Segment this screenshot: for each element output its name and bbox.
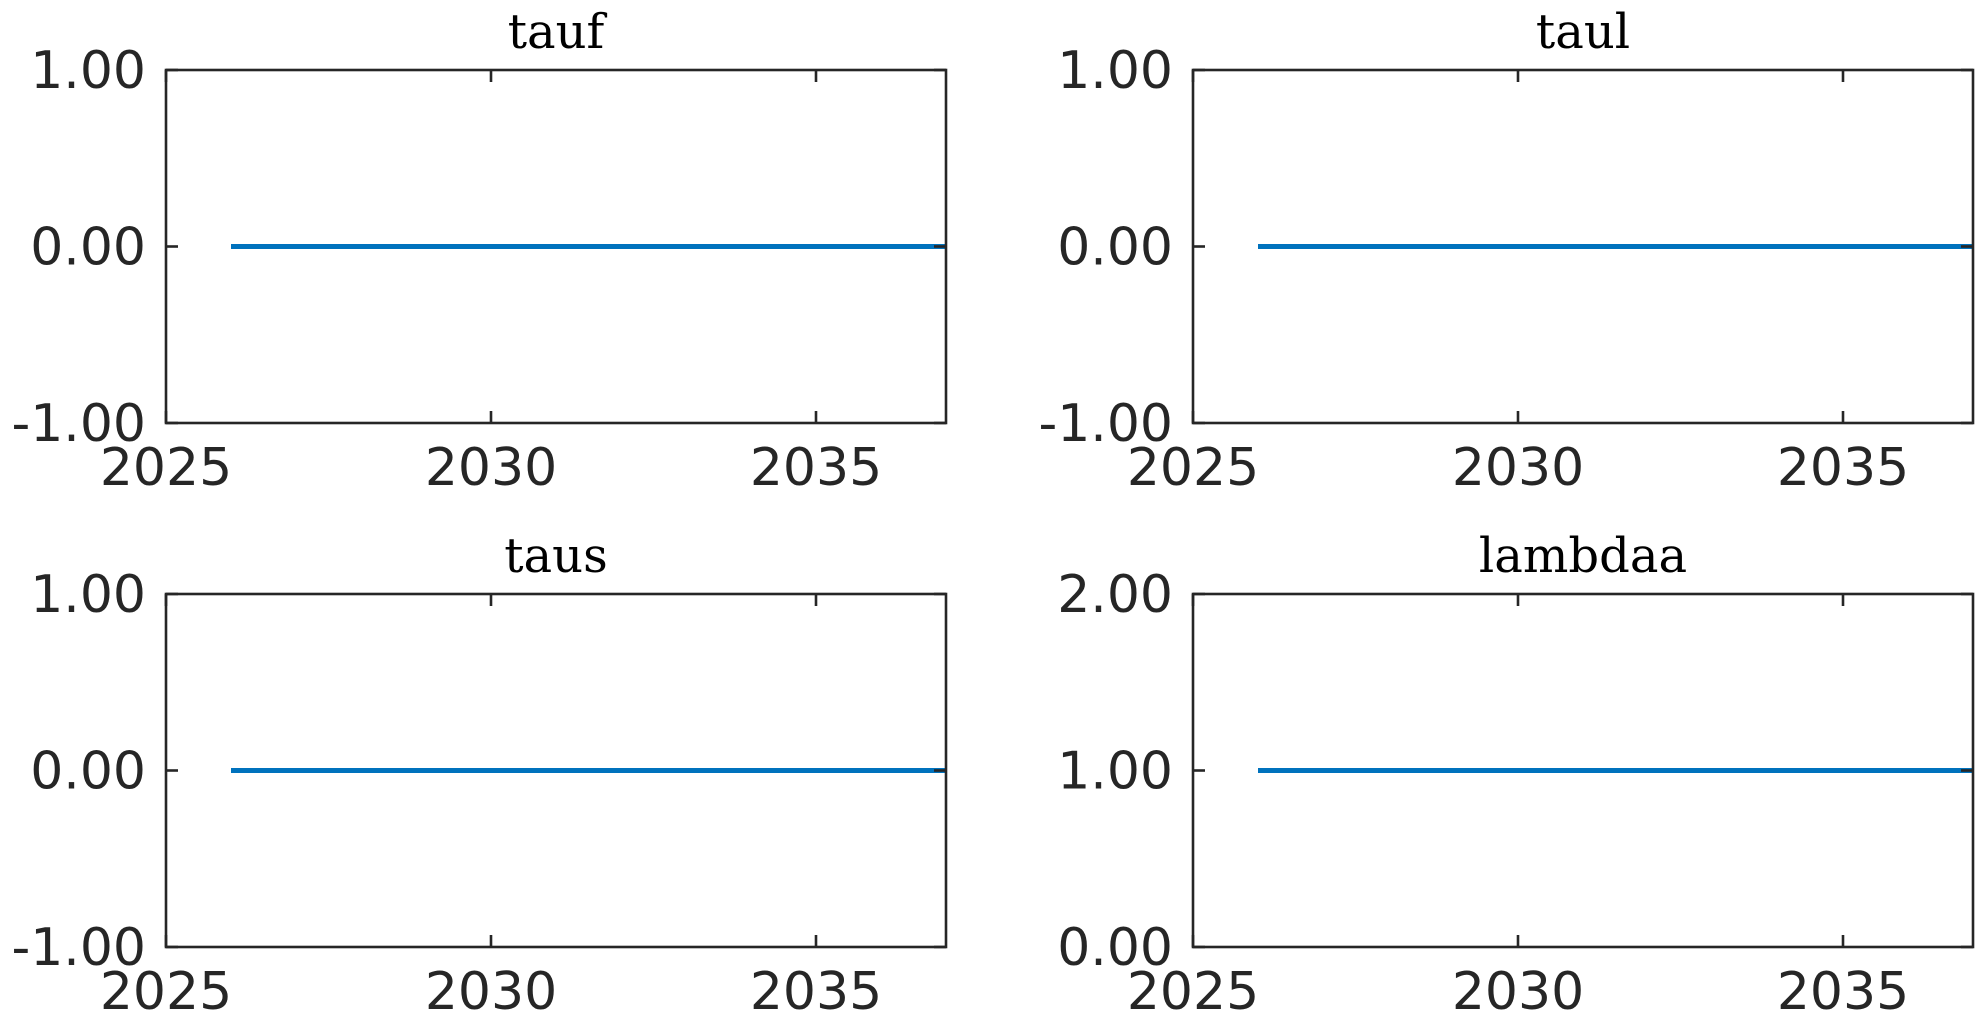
subplot-1: tauf 2025 2030 2035 -1.00 0.00 1.00 [11, 4, 948, 498]
x-tick-label: 2025 [1127, 438, 1259, 498]
y-tick-label: -1.00 [11, 918, 146, 978]
subplot-title: taul [1536, 4, 1630, 60]
y-tick-label: 1.00 [30, 41, 146, 101]
y-tick-label: 0.00 [1057, 918, 1173, 978]
x-tick-label: 2035 [1777, 438, 1909, 498]
x-tick-label: 2035 [750, 962, 882, 1022]
subplot-4: lambdaa 2025 2030 2035 0.00 1.00 2.00 [1057, 528, 1975, 1022]
subplot-title: tauf [508, 4, 608, 60]
y-tick-label: -1.00 [11, 394, 146, 454]
x-tick-label: 2030 [1452, 962, 1584, 1022]
x-tick-label: 2025 [1127, 962, 1259, 1022]
x-tick-label: 2030 [1452, 438, 1584, 498]
y-tick-label: 0.00 [30, 218, 146, 278]
x-tick-label: 2035 [750, 438, 882, 498]
y-tick-label: 0.00 [1057, 218, 1173, 278]
x-tick-label: 2030 [425, 438, 557, 498]
subplot-2: taul 2025 2030 2035 -1.00 0.00 1.00 [1038, 4, 1975, 498]
x-tick-label: 2025 [100, 438, 232, 498]
x-tick-label: 2035 [1777, 962, 1909, 1022]
y-tick-label: -1.00 [1038, 394, 1173, 454]
y-tick-label: 1.00 [30, 565, 146, 625]
y-tick-label: 0.00 [30, 742, 146, 802]
y-tick-label: 1.00 [1057, 41, 1173, 101]
x-tick-label: 2030 [425, 962, 557, 1022]
subplot-title: lambdaa [1479, 528, 1687, 584]
x-tick-label: 2025 [100, 962, 232, 1022]
subplot-title: taus [504, 528, 607, 584]
subplot-3: taus 2025 2030 2035 -1.00 0.00 1.00 [11, 528, 948, 1022]
y-tick-label: 1.00 [1057, 742, 1173, 802]
y-tick-label: 2.00 [1057, 565, 1173, 625]
